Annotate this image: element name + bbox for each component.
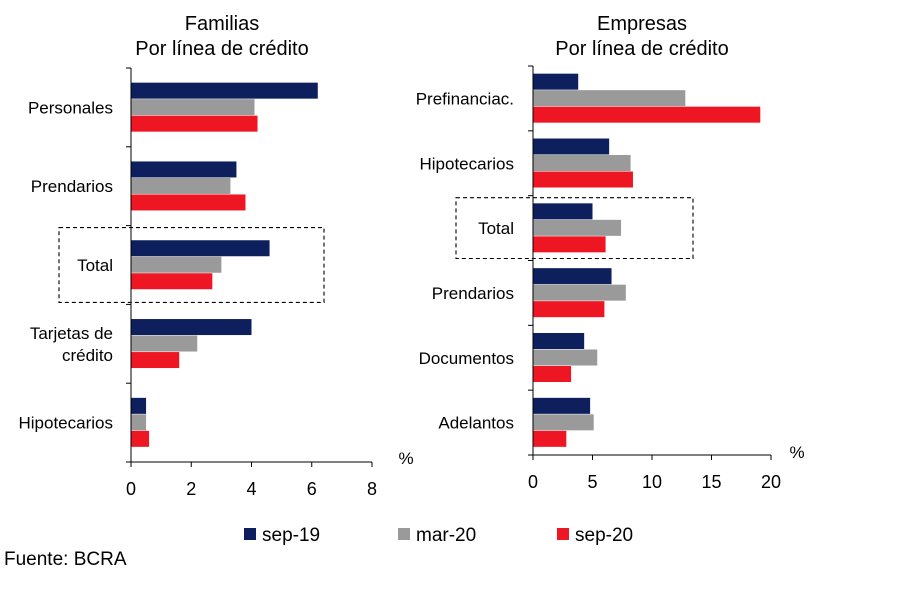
unit-label: % bbox=[789, 443, 804, 462]
familias-chart: Familias Por línea de crédito % Personal… bbox=[19, 13, 414, 499]
x-tick-label: 0 bbox=[126, 479, 136, 499]
bar-mar-20 bbox=[533, 284, 626, 301]
bar-mar-20 bbox=[131, 99, 255, 116]
chart-subtitle: Por línea de crédito bbox=[135, 38, 308, 60]
category-label: Hipotecarios bbox=[19, 414, 114, 433]
category-label: Prendarios bbox=[31, 177, 113, 196]
legend: sep-19 mar-20 sep-20 bbox=[244, 525, 633, 546]
chart-title: Empresas bbox=[597, 13, 687, 35]
bar-sep-19 bbox=[533, 203, 593, 220]
x-tick-label: 4 bbox=[246, 479, 256, 499]
legend-label: sep-19 bbox=[262, 525, 320, 546]
bar-mar-20 bbox=[533, 414, 594, 431]
bar-sep-20 bbox=[533, 366, 572, 382]
bar-sep-20 bbox=[131, 273, 213, 290]
bar-sep-19 bbox=[131, 240, 270, 257]
x-tick-label: 0 bbox=[528, 472, 538, 492]
bar-sep-20 bbox=[533, 106, 761, 123]
x-tick-label: 5 bbox=[587, 472, 597, 492]
legend-item-mar-20: mar-20 bbox=[398, 525, 476, 546]
category-label: Tarjetas de crédito bbox=[30, 324, 113, 365]
x-tick-label: 20 bbox=[761, 472, 781, 492]
bar-sep-19 bbox=[533, 397, 591, 414]
legend-swatch bbox=[398, 528, 410, 540]
x-tick-label: 15 bbox=[701, 472, 721, 492]
bar-sep-20 bbox=[131, 352, 180, 369]
bar-sep-19 bbox=[533, 268, 612, 285]
x-tick-label: 6 bbox=[307, 479, 317, 499]
bar-sep-20 bbox=[533, 236, 606, 253]
bar-sep-20 bbox=[533, 301, 605, 318]
category-label: Prendarios bbox=[432, 284, 514, 303]
bar-sep-19 bbox=[533, 73, 579, 90]
chart-title: Familias bbox=[185, 13, 259, 35]
bar-sep-19 bbox=[131, 82, 318, 99]
bar-sep-19 bbox=[533, 333, 585, 349]
highlight-box bbox=[455, 197, 694, 260]
unit-label: % bbox=[398, 449, 413, 468]
legend-label: mar-20 bbox=[416, 525, 476, 546]
category-label: Personales bbox=[28, 98, 113, 117]
category-label: Prefinanciac. bbox=[416, 89, 514, 108]
bar-mar-20 bbox=[533, 219, 622, 236]
empresas-chart: Empresas Por línea de crédito % Prefinan… bbox=[416, 13, 805, 492]
category-label: Total bbox=[478, 219, 514, 238]
legend-item-sep-20: sep-20 bbox=[557, 525, 633, 546]
bar-sep-19 bbox=[131, 161, 237, 178]
bar-sep-20 bbox=[131, 115, 258, 132]
legend-swatch bbox=[244, 528, 256, 540]
x-tick-label: 10 bbox=[642, 472, 662, 492]
source-note: Fuente: BCRA bbox=[4, 549, 127, 570]
bar-mar-20 bbox=[131, 256, 222, 273]
bar-sep-20 bbox=[533, 171, 633, 188]
legend-item-sep-19: sep-19 bbox=[244, 525, 320, 546]
legend-swatch bbox=[557, 528, 569, 540]
chart-subtitle: Por línea de crédito bbox=[555, 38, 728, 60]
legend-label: sep-20 bbox=[575, 525, 633, 546]
bar-mar-20 bbox=[533, 155, 631, 171]
highlight-box bbox=[58, 227, 325, 303]
bar-sep-20 bbox=[131, 194, 246, 211]
bar-sep-20 bbox=[533, 430, 567, 447]
bar-sep-19 bbox=[131, 397, 147, 414]
bar-mar-20 bbox=[533, 349, 598, 366]
bar-mar-20 bbox=[131, 414, 147, 431]
x-tick-label: 8 bbox=[367, 479, 377, 499]
bar-mar-20 bbox=[131, 335, 198, 352]
category-label: Adelantos bbox=[438, 414, 514, 433]
bar-sep-19 bbox=[131, 319, 252, 336]
bar-mar-20 bbox=[131, 177, 231, 194]
bar-sep-20 bbox=[131, 430, 150, 447]
category-label: Hipotecarios bbox=[420, 154, 515, 173]
category-label: Documentos bbox=[419, 349, 514, 368]
bar-sep-19 bbox=[533, 138, 610, 155]
bar-mar-20 bbox=[533, 90, 686, 107]
x-tick-label: 2 bbox=[186, 479, 196, 499]
category-label: Total bbox=[77, 256, 113, 275]
